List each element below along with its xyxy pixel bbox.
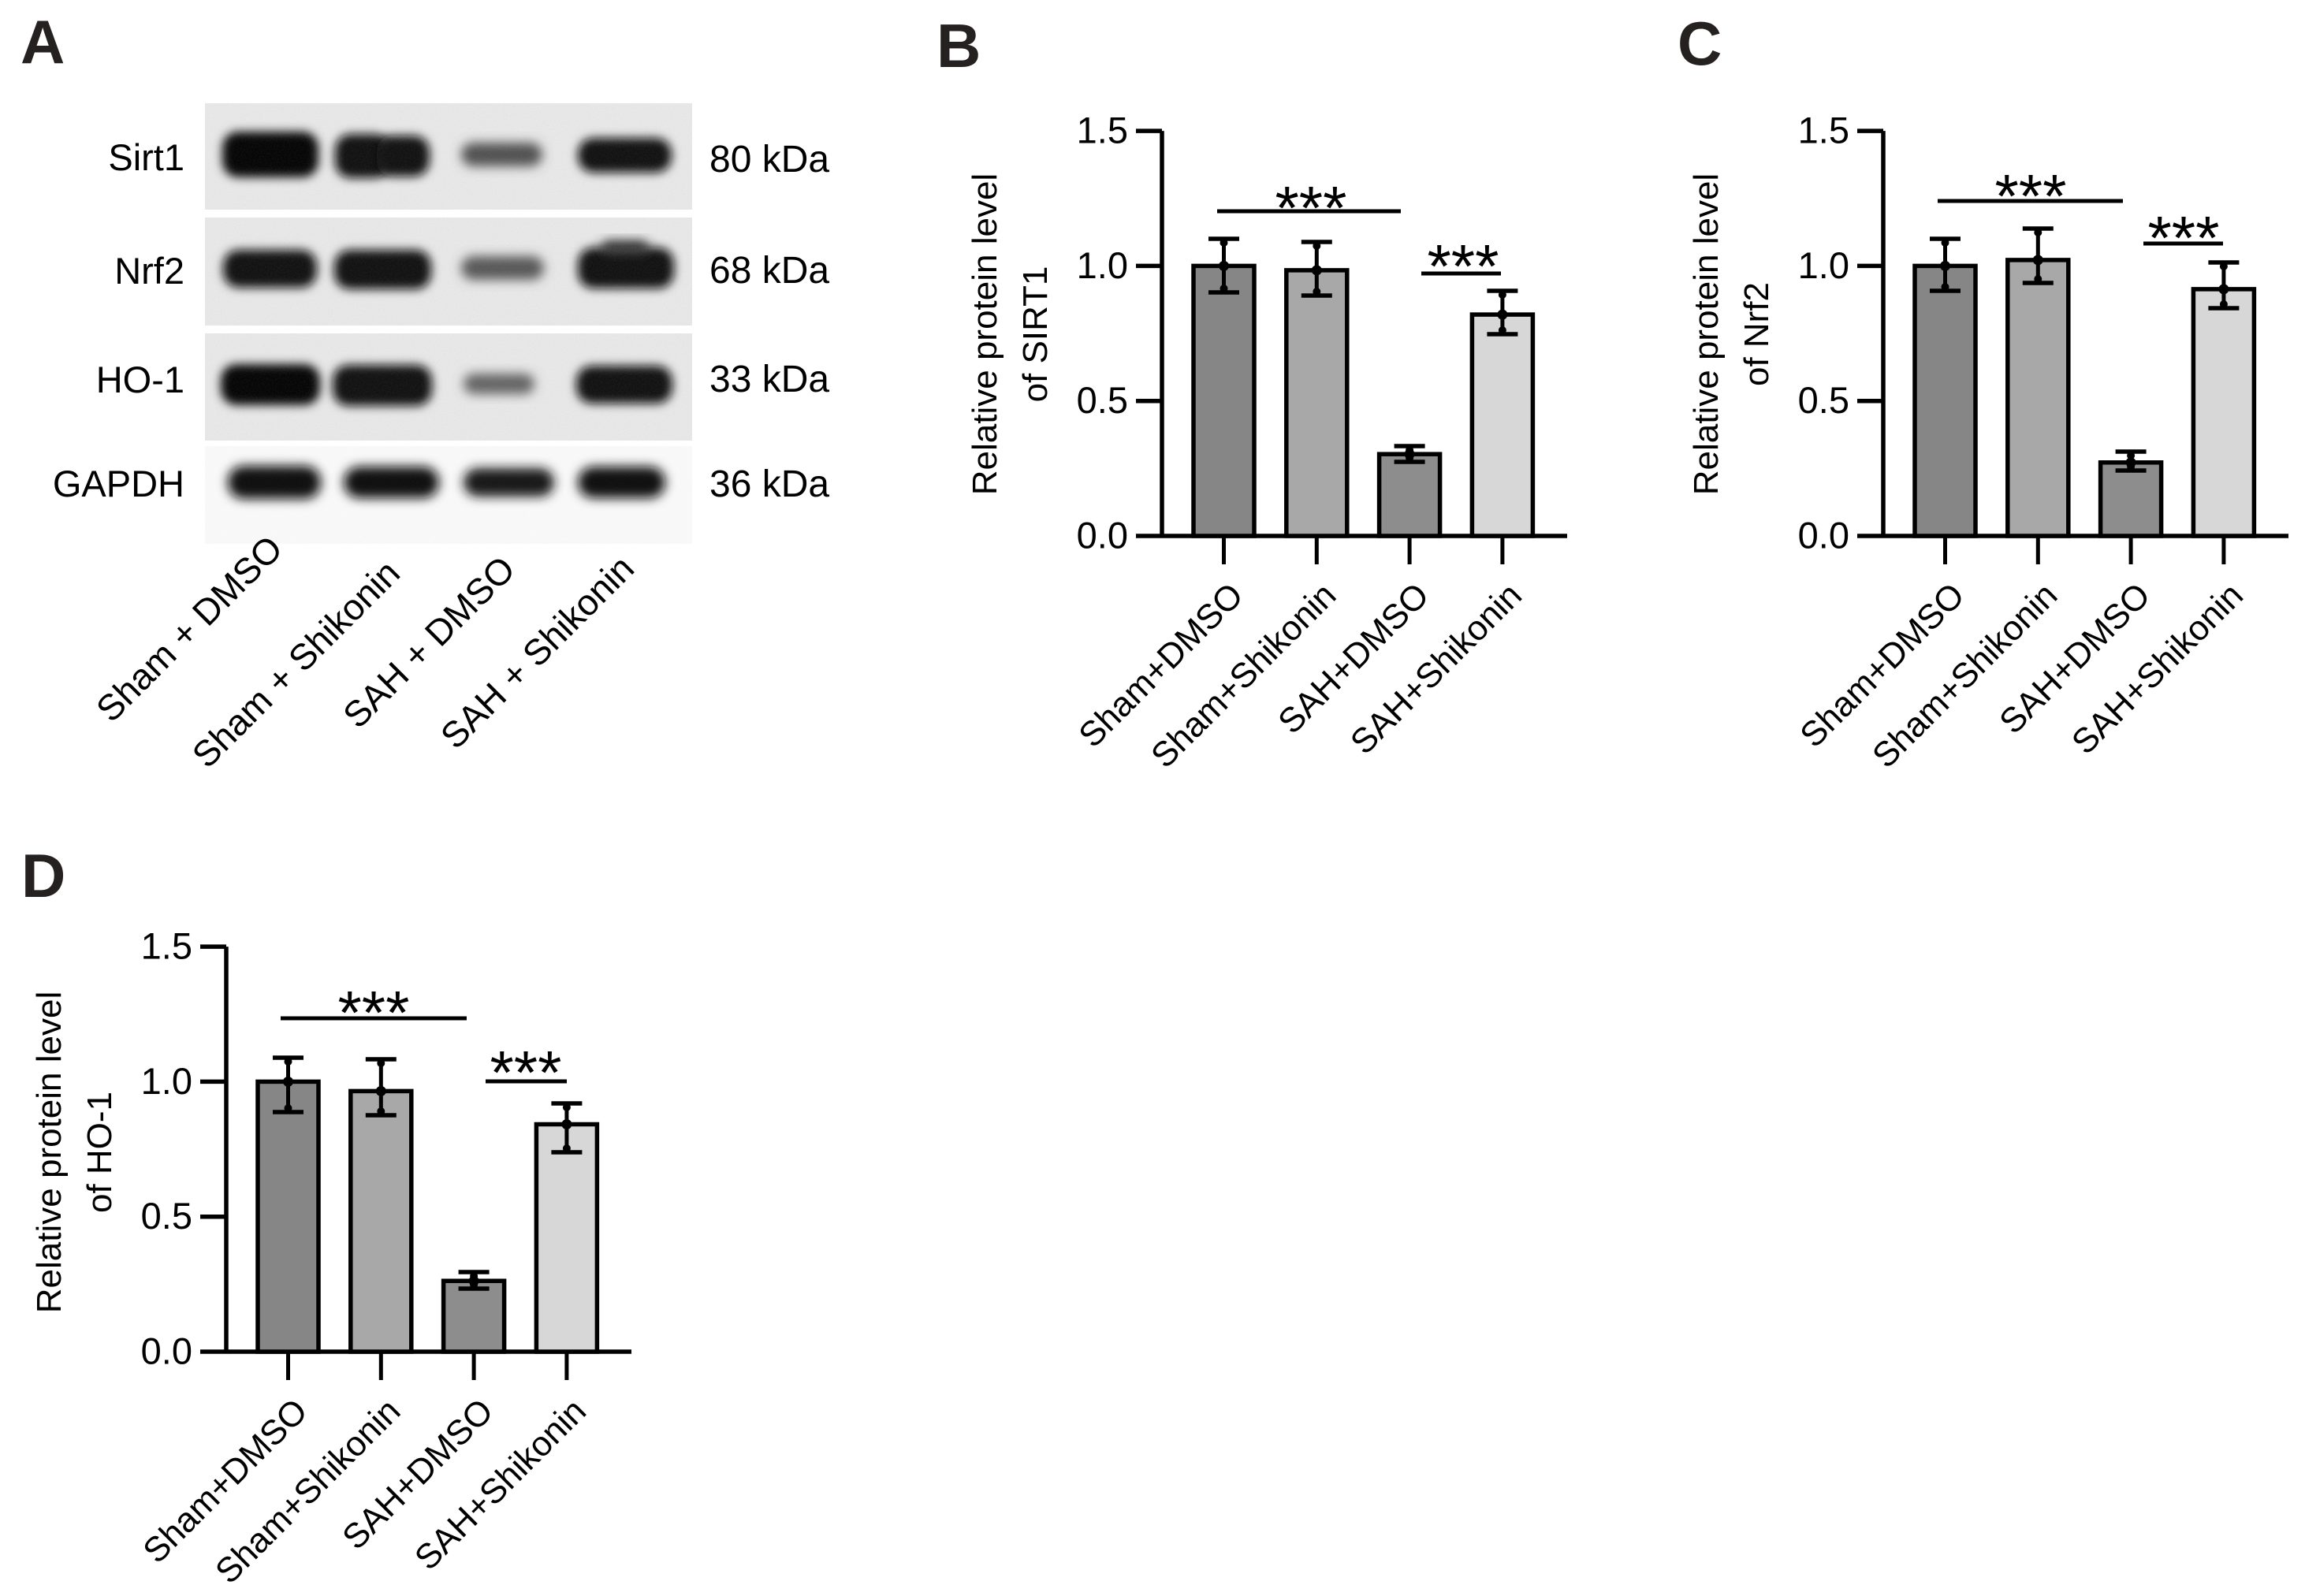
svg-text:Nrf2: Nrf2: [114, 250, 184, 292]
svg-text:33 kDa: 33 kDa: [709, 359, 829, 400]
svg-text:36 kDa: 36 kDa: [709, 463, 829, 505]
svg-text:***: ***: [1427, 232, 1499, 301]
svg-text:***: ***: [1994, 162, 2066, 231]
svg-text:80 kDa: 80 kDa: [709, 139, 829, 180]
svg-text:of HO-1: of HO-1: [80, 1092, 119, 1213]
svg-text:1.0: 1.0: [141, 1060, 192, 1102]
svg-text:Sirt1: Sirt1: [108, 136, 184, 178]
svg-text:B: B: [937, 11, 981, 80]
svg-text:of Nrf2: of Nrf2: [1737, 282, 1776, 386]
svg-text:D: D: [21, 841, 65, 910]
svg-text:0.5: 0.5: [1798, 379, 1849, 421]
svg-text:68 kDa: 68 kDa: [709, 250, 829, 292]
svg-text:C: C: [1678, 9, 1722, 78]
svg-text:Relative protein level: Relative protein level: [30, 991, 69, 1313]
svg-text:of SIRT1: of SIRT1: [1016, 266, 1055, 403]
svg-text:***: ***: [490, 1038, 561, 1107]
svg-text:0.5: 0.5: [141, 1195, 192, 1237]
svg-text:1.0: 1.0: [1798, 244, 1849, 286]
svg-text:GAPDH: GAPDH: [53, 463, 184, 504]
svg-text:0.0: 0.0: [1077, 515, 1128, 556]
svg-text:Relative protein level: Relative protein level: [966, 173, 1004, 495]
svg-text:1.5: 1.5: [141, 925, 192, 967]
svg-text:1.5: 1.5: [1798, 110, 1849, 151]
svg-text:***: ***: [337, 978, 409, 1047]
svg-text:A: A: [20, 7, 65, 76]
svg-text:***: ***: [2147, 203, 2219, 273]
svg-text:0.5: 0.5: [1077, 379, 1128, 421]
svg-text:1.0: 1.0: [1077, 244, 1128, 286]
svg-text:0.0: 0.0: [141, 1330, 192, 1372]
svg-text:***: ***: [1275, 173, 1346, 243]
svg-text:HO-1: HO-1: [96, 359, 184, 400]
svg-text:1.5: 1.5: [1077, 110, 1128, 151]
svg-text:0.0: 0.0: [1798, 515, 1849, 556]
svg-text:Relative protein level: Relative protein level: [1687, 173, 1726, 495]
